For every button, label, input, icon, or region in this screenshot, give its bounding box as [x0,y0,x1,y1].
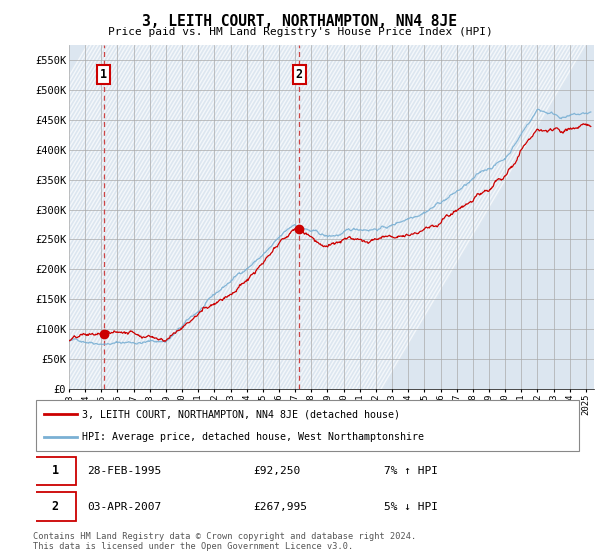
Text: £267,995: £267,995 [253,502,307,511]
Text: 7% ↑ HPI: 7% ↑ HPI [383,466,437,476]
Text: 1: 1 [52,464,59,478]
Text: Price paid vs. HM Land Registry's House Price Index (HPI): Price paid vs. HM Land Registry's House … [107,27,493,37]
FancyBboxPatch shape [35,456,76,486]
Text: 3, LEITH COURT, NORTHAMPTON, NN4 8JE (detached house): 3, LEITH COURT, NORTHAMPTON, NN4 8JE (de… [82,409,400,419]
Text: Contains HM Land Registry data © Crown copyright and database right 2024.
This d: Contains HM Land Registry data © Crown c… [33,532,416,552]
Text: 1: 1 [100,68,107,81]
Text: 3, LEITH COURT, NORTHAMPTON, NN4 8JE: 3, LEITH COURT, NORTHAMPTON, NN4 8JE [143,14,458,29]
Text: 28-FEB-1995: 28-FEB-1995 [88,466,162,476]
Text: 03-APR-2007: 03-APR-2007 [88,502,162,511]
Text: £92,250: £92,250 [253,466,301,476]
FancyBboxPatch shape [36,400,579,451]
FancyBboxPatch shape [35,492,76,521]
Bar [69,45,104,389]
Text: 2: 2 [296,68,303,81]
Text: HPI: Average price, detached house, West Northamptonshire: HPI: Average price, detached house, West… [82,432,424,442]
Text: 5% ↓ HPI: 5% ↓ HPI [383,502,437,511]
Text: 2: 2 [52,500,59,513]
